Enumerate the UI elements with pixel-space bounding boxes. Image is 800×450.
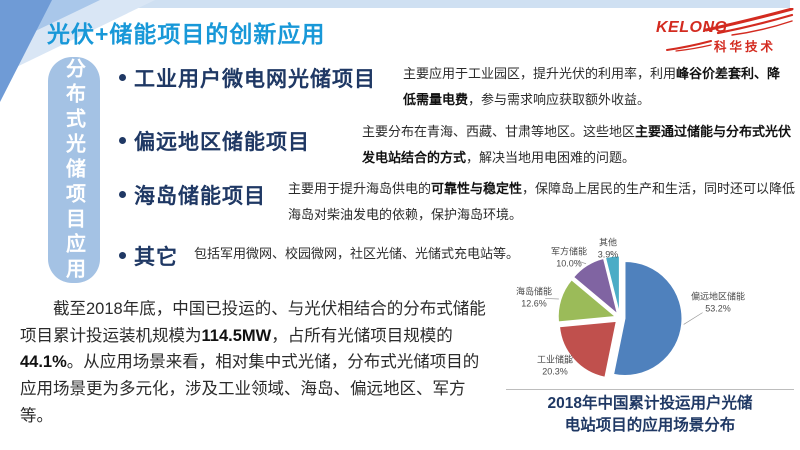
chart-title: 2018年中国累计投运用户光储 电站项目的应用场景分布 <box>505 393 795 437</box>
bullet-remote-area-storage: 偏远地区储能项目 <box>134 131 310 154</box>
pie-label-2: 海岛储能 12.6% <box>515 286 553 308</box>
logo-small-swoosh-icon <box>666 40 712 52</box>
corner-decoration-triangles <box>0 0 155 102</box>
pie-leader-line <box>576 260 587 265</box>
logo-brand-text: KELONG <box>656 19 728 36</box>
bullet-dot <box>119 191 126 198</box>
logo-subtext: 科华技术 <box>714 40 777 54</box>
side-tab-distributed-pv-storage: 分布式光储项目应用 <box>48 57 100 283</box>
bullet-dot <box>119 252 126 259</box>
pie-leader-line <box>683 312 703 325</box>
pie-chart: 偏远地区储能 53.2% 工业储能 20.3% 海岛储能 12.6% 军方储能 10.0% 其他… <box>505 228 800 390</box>
desc-industrial-microgrid: 主要应用于工业园区，提升光伏的利用率，利用峰谷价差套利、降低需量电费，参与需求响… <box>403 66 781 107</box>
bullet-dot <box>119 137 126 144</box>
pie-leader-line <box>545 298 559 300</box>
pie-label-3: 军方储能 10.0% <box>550 246 588 268</box>
bullet-dot <box>119 74 126 81</box>
pie-slice-3 <box>572 257 619 316</box>
bullet-industrial-microgrid: 工业用户微电网光储项目 <box>134 68 376 91</box>
summary-paragraph: 截至2018年底，中国已投运的、与光伏相结合的分布式储能项目累计投运装机规模为1… <box>20 300 486 425</box>
desc-remote-area-storage: 主要分布在青海、西藏、甘肃等地区。这些地区主要通过储能与分布式光伏发电站结合的方… <box>362 124 792 165</box>
kelong-logo: KELONG 科华技术 <box>648 6 796 54</box>
bullet-island-storage: 海岛储能项目 <box>134 185 266 208</box>
page-title: 光伏+储能项目的创新应用 <box>47 21 326 47</box>
pie-label-0: 偏远地区储能 53.2% <box>690 291 746 313</box>
pie-slice-4 <box>604 255 620 314</box>
desc-other: 包括军用微网、校园微网，社区光储、光储式充电站等。 <box>194 246 520 261</box>
desc-island-storage: 主要用于提升海岛供电的可靠性与稳定性，保障岛上居民的生产和生活，同时还可以降低海… <box>288 181 796 222</box>
pie-leader-line <box>562 360 573 364</box>
chart-title-line1: 2018年中国累计投运用户光储 <box>547 395 753 412</box>
top-decoration-band <box>16 0 790 8</box>
pie-slice-0 <box>613 261 683 376</box>
chart-title-divider <box>506 389 794 390</box>
pie-slice-2 <box>557 279 617 323</box>
chart-title-line2: 电站项目的应用场景分布 <box>564 417 736 434</box>
pie-label-4: 其他 3.9% <box>597 237 619 259</box>
logo-swoosh-icon <box>704 8 794 36</box>
pie-leader-line <box>609 251 613 255</box>
pie-label-1: 工业储能 20.3% <box>536 354 574 376</box>
bullet-other: 其它 <box>134 246 178 269</box>
pie-slice-1 <box>558 320 617 378</box>
pie-svg <box>545 251 703 378</box>
